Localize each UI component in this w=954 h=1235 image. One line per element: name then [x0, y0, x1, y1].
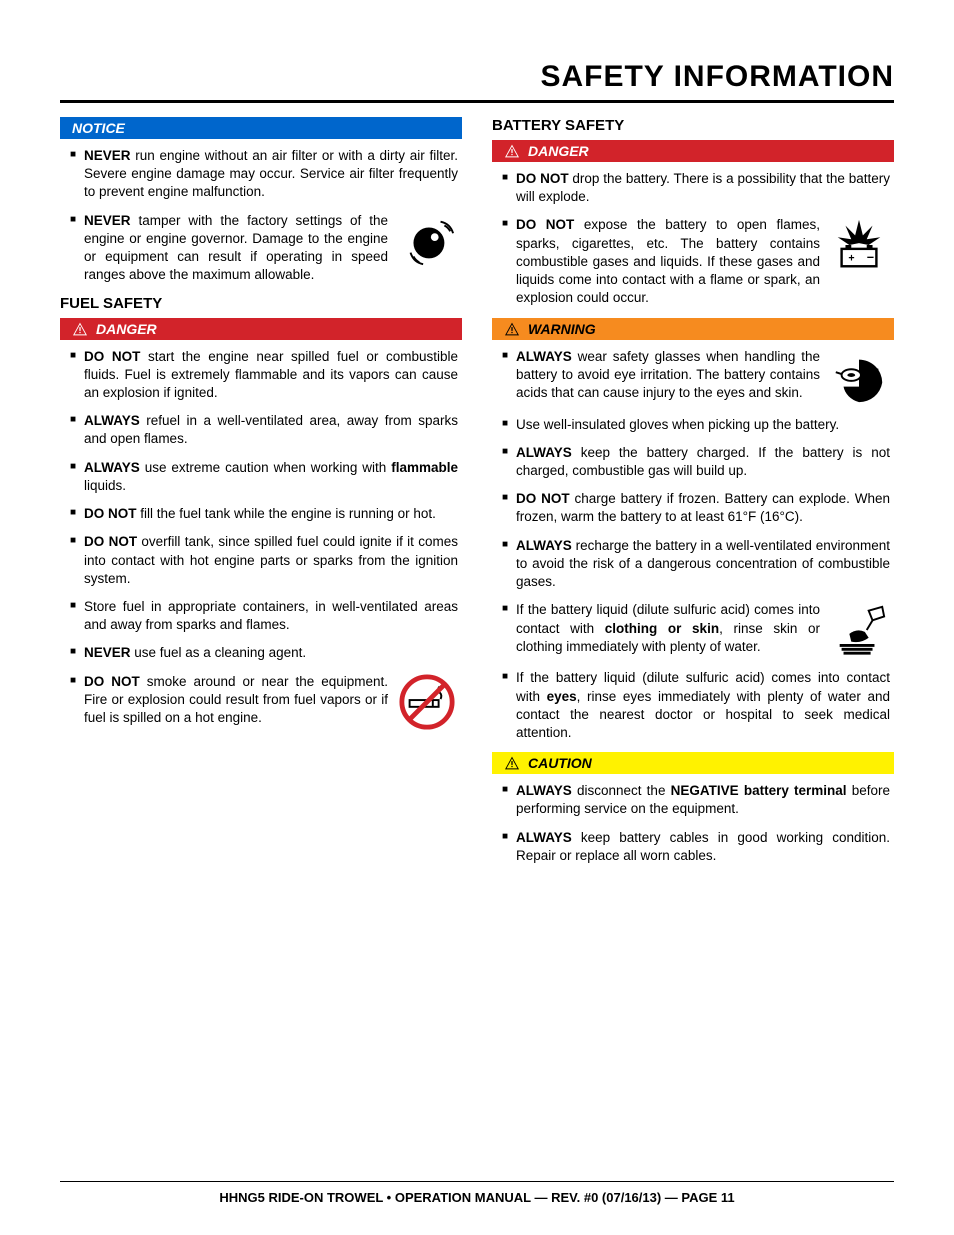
- list-item: ALWAYS use extreme caution when working …: [70, 459, 458, 495]
- notice-banner: NOTICE: [60, 117, 462, 139]
- battery-danger-list: DO NOT drop the battery. There is a poss…: [492, 170, 894, 308]
- list-item: If the battery liquid (dilute sulfuric a…: [502, 601, 890, 659]
- list-item: ALWAYS refuel in a well-ventilated area,…: [70, 412, 458, 448]
- list-item: DO NOT expose the battery to open flames…: [502, 216, 890, 307]
- danger-banner: DANGER: [492, 140, 894, 162]
- caution-label: CAUTION: [528, 755, 592, 771]
- svg-text:−: −: [867, 251, 874, 265]
- svg-text:+: +: [848, 253, 854, 265]
- list-item: ALWAYS recharge the battery in a well-ve…: [502, 537, 890, 592]
- alert-triangle-icon: [504, 144, 520, 158]
- fuel-danger-list: DO NOT start the engine near spilled fue…: [60, 348, 462, 731]
- safety-glasses-icon: [828, 348, 890, 406]
- page-footer: HHNG5 RIDE-ON TROWEL • OPERATION MANUAL …: [60, 1181, 894, 1205]
- wash-hands-icon: [828, 601, 890, 659]
- battery-caution-list: ALWAYS disconnect the NEGATIVE battery t…: [492, 782, 894, 865]
- governor-icon: [396, 212, 458, 270]
- battery-safety-heading: BATTERY SAFETY: [492, 117, 894, 134]
- danger-label: DANGER: [96, 321, 157, 337]
- notice-list: NEVER run engine without an air filter o…: [60, 147, 462, 285]
- notice-label: NOTICE: [72, 120, 125, 136]
- fuel-safety-heading: FUEL SAFETY: [60, 295, 462, 312]
- danger-label: DANGER: [528, 143, 589, 159]
- list-item: ALWAYS disconnect the NEGATIVE battery t…: [502, 782, 890, 818]
- alert-triangle-icon: [72, 322, 88, 336]
- list-item: DO NOT charge battery if frozen. Battery…: [502, 490, 890, 526]
- no-smoking-icon: [396, 673, 458, 731]
- list-item: ALWAYS keep the battery charged. If the …: [502, 444, 890, 480]
- list-item: Store fuel in appropriate containers, in…: [70, 598, 458, 634]
- list-item: ALWAYS wear safety glasses when handling…: [502, 348, 890, 406]
- list-item: NEVER use fuel as a cleaning agent.: [70, 644, 458, 662]
- warning-banner: WARNING: [492, 318, 894, 340]
- list-item: ALWAYS keep battery cables in good worki…: [502, 829, 890, 865]
- danger-banner: DANGER: [60, 318, 462, 340]
- list-item: DO NOT start the engine near spilled fue…: [70, 348, 458, 403]
- list-item: If the battery liquid (dilute sulfuric a…: [502, 669, 890, 742]
- list-item: DO NOT fill the fuel tank while the engi…: [70, 505, 458, 523]
- left-column: NOTICE NEVER run engine without an air f…: [60, 117, 462, 875]
- alert-triangle-icon: [504, 322, 520, 336]
- right-column: BATTERY SAFETY DANGER DO NOT drop the ba…: [492, 117, 894, 875]
- battery-warning-list: ALWAYS wear safety glasses when handling…: [492, 348, 894, 743]
- alert-triangle-icon: [504, 756, 520, 770]
- page-title: SAFETY INFORMATION: [60, 60, 894, 103]
- list-item: Use well-insulated gloves when picking u…: [502, 416, 890, 434]
- list-item: DO NOT drop the battery. There is a poss…: [502, 170, 890, 206]
- list-item: NEVER tamper with the factory settings o…: [70, 212, 458, 285]
- caution-banner: CAUTION: [492, 752, 894, 774]
- battery-explosion-icon: + −: [828, 216, 890, 274]
- content-columns: NOTICE NEVER run engine without an air f…: [60, 117, 894, 875]
- warning-label: WARNING: [528, 321, 596, 337]
- list-item: NEVER run engine without an air filter o…: [70, 147, 458, 202]
- list-item: DO NOT smoke around or near the equipmen…: [70, 673, 458, 731]
- list-item: DO NOT overfill tank, since spilled fuel…: [70, 533, 458, 588]
